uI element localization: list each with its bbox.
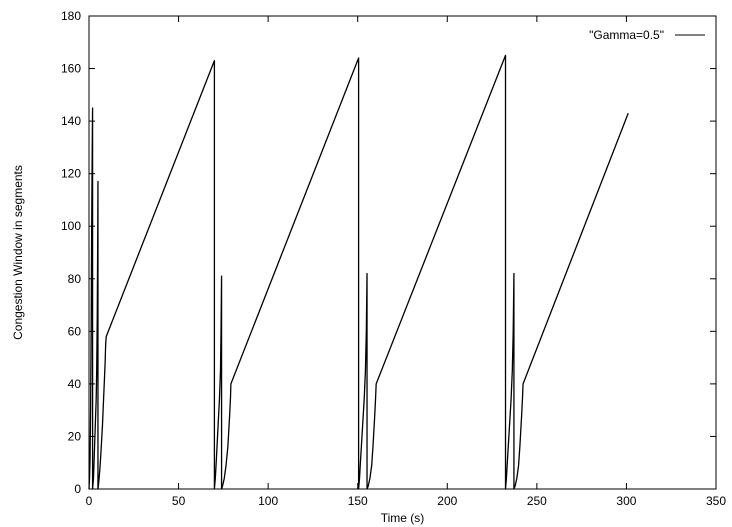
y-tick-label: 60	[68, 324, 82, 338]
plot-frame	[88, 15, 717, 490]
legend-label: "Gamma=0.5"	[589, 28, 664, 42]
x-tick-label: 150	[348, 494, 368, 508]
legend: "Gamma=0.5"	[589, 28, 705, 42]
x-tick-labels: 0 50 100 150 200 250 300 350	[86, 494, 727, 508]
y-tick-label: 80	[68, 272, 82, 286]
y-tick-label: 100	[61, 219, 81, 233]
x-tick-label: 250	[527, 494, 547, 508]
plot-series	[88, 54, 629, 490]
x-tick-label: 100	[258, 494, 278, 508]
y-tick-label: 40	[68, 377, 82, 391]
x-tick-label: 0	[86, 494, 93, 508]
x-tick-label: 50	[172, 494, 186, 508]
x-tick-label: 300	[616, 494, 636, 508]
y-tick-label: 120	[61, 167, 81, 181]
x-axis-title: Time (s)	[381, 511, 425, 525]
axis-ticks	[88, 15, 717, 490]
y-tick-label: 180	[61, 9, 81, 23]
y-tick-label: 20	[68, 429, 82, 443]
series-line-0	[88, 54, 629, 490]
y-axis-title: Congestion Window in segments	[11, 165, 25, 340]
y-tick-labels: 0 20 40 60 80 100 120 140 160 180	[61, 9, 81, 496]
y-tick-label: 140	[61, 114, 81, 128]
x-tick-label: 350	[706, 494, 726, 508]
y-tick-label: 160	[61, 62, 81, 76]
y-tick-label: 0	[74, 482, 81, 496]
x-tick-label: 200	[437, 494, 457, 508]
